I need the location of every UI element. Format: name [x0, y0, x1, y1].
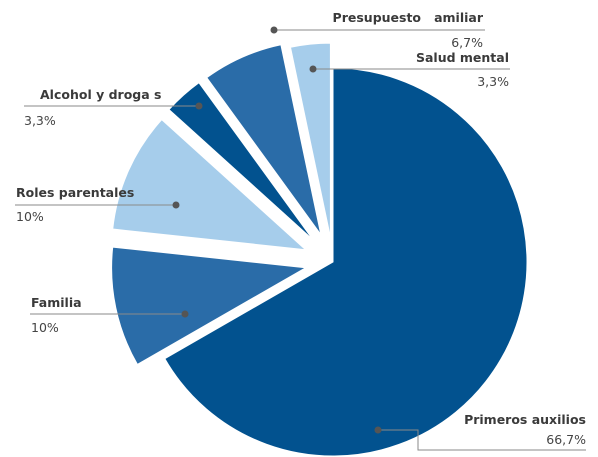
slice-label-primeros-auxilios: Primeros auxilios — [464, 412, 586, 427]
leader-dot-presupuesto-amiliar — [270, 26, 278, 34]
pie-slice-familia — [111, 246, 308, 366]
slice-value-presupuesto-amiliar: 6,7% — [451, 35, 483, 50]
leader-dot-alcohol-y-droga-s — [195, 102, 203, 110]
pie-slice-alcohol-y-droga-s — [168, 82, 314, 241]
slice-value-roles-parentales: 10% — [16, 209, 44, 224]
leader-dot-primeros-auxilios — [374, 426, 382, 434]
leader-dot-roles-parentales — [172, 201, 180, 209]
pie-labels: Primeros auxilios 66,7% Familia 10% Roles pa… — [15, 10, 586, 451]
slice-label-alcohol-y-droga-s: Alcohol y droga s — [40, 87, 161, 102]
leader-dot-salud-mental — [309, 65, 317, 73]
leader-line-primeros-auxilios — [378, 429, 586, 451]
slice-label-salud-mental: Salud mental — [416, 50, 509, 65]
pie-slice-salud-mental — [289, 42, 331, 238]
slice-label-presupuesto-amiliar: Presupuesto amiliar — [333, 10, 484, 25]
pie-slice-primeros-auxilios — [164, 67, 528, 457]
slice-value-primeros-auxilios: 66,7% — [546, 432, 586, 447]
pie-slice-presupuesto-amiliar — [206, 44, 322, 235]
slice-value-familia: 10% — [31, 320, 59, 335]
slice-value-salud-mental: 3,3% — [477, 74, 509, 89]
slice-label-roles-parentales: Roles parentales — [16, 185, 134, 200]
pie-slice-roles-parentales — [112, 118, 308, 251]
leader-dot-familia — [181, 310, 189, 318]
slice-label-familia: Familia — [31, 295, 82, 310]
slice-value-alcohol-y-droga-s: 3,3% — [24, 113, 56, 128]
pie-slices — [111, 42, 528, 457]
